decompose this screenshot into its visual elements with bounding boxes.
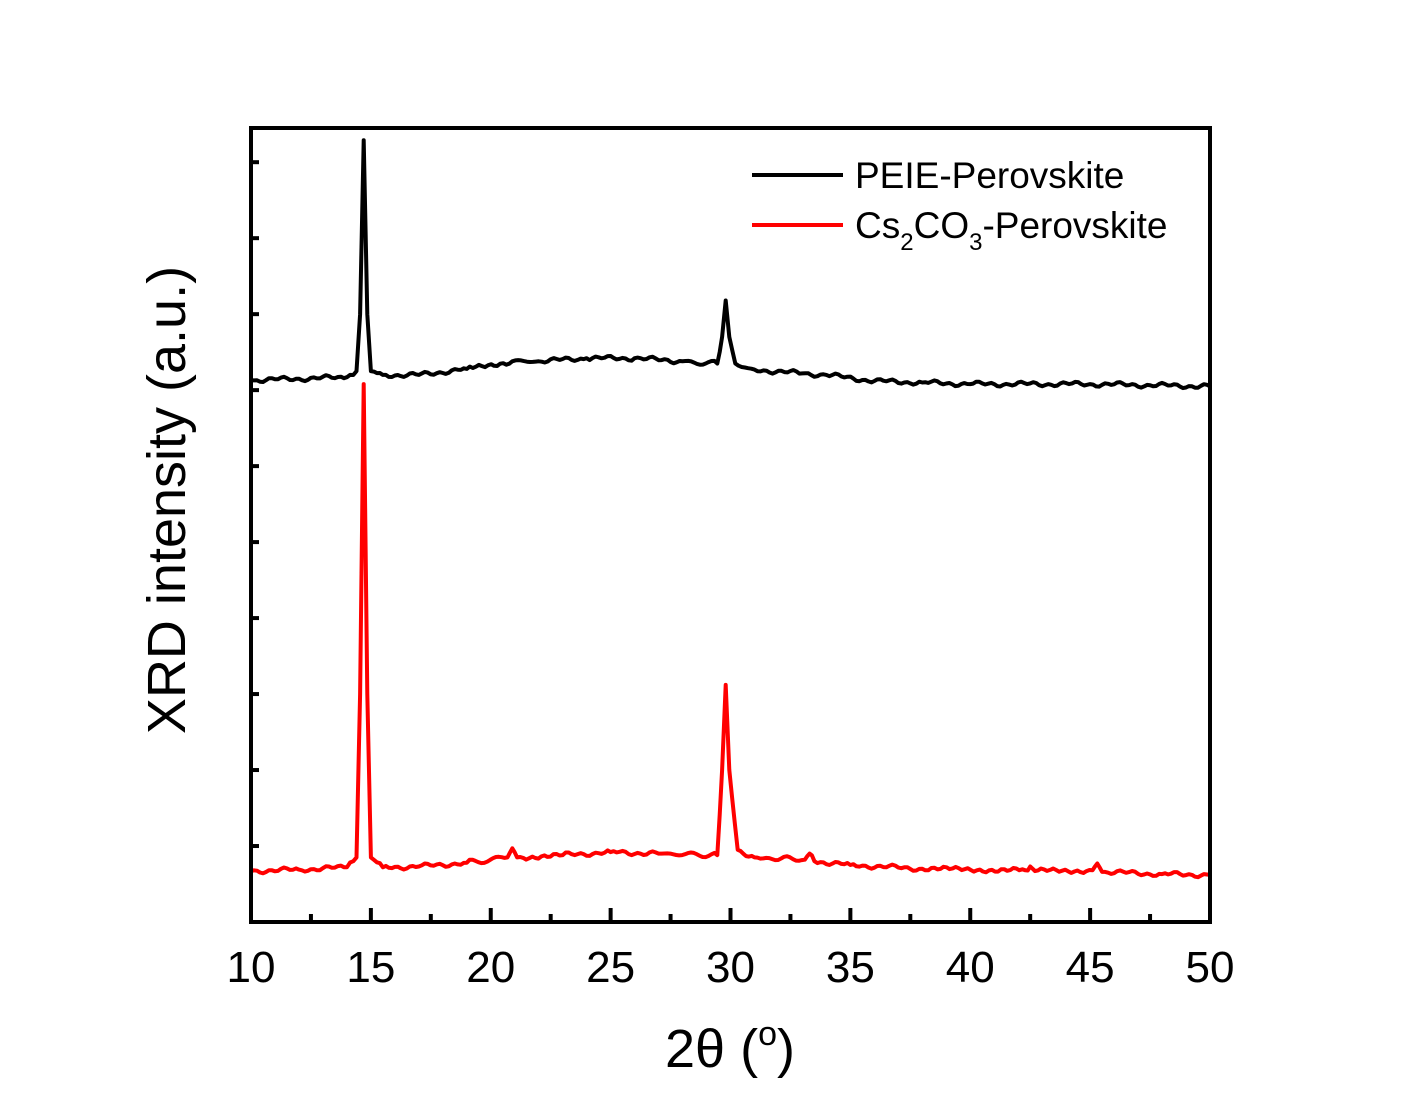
legend-label-peie: PEIE-Perovskite bbox=[855, 155, 1124, 196]
series-line-peie bbox=[250, 138, 1211, 391]
axis-ticks bbox=[249, 160, 1212, 922]
series-line-cs2co3 bbox=[250, 382, 1211, 880]
legend-label-cs2co3: Cs2CO3-Perovskite bbox=[855, 205, 1168, 256]
x-tick-label: 20 bbox=[466, 943, 515, 992]
x-tick-label: 50 bbox=[1186, 943, 1235, 992]
x-tick-label: 15 bbox=[346, 943, 395, 992]
x-tick-label: 30 bbox=[706, 943, 755, 992]
x-tick-label: 45 bbox=[1066, 943, 1115, 992]
x-tick-label: 40 bbox=[946, 943, 995, 992]
x-tick-label: 25 bbox=[586, 943, 635, 992]
legend: PEIE-Perovskite Cs2CO3-Perovskite bbox=[752, 155, 1168, 256]
x-tick-label: 35 bbox=[826, 943, 875, 992]
y-axis-label: XRD intensity (a.u.) bbox=[137, 266, 197, 734]
series-lines bbox=[250, 138, 1211, 880]
x-tick-label: 10 bbox=[227, 943, 276, 992]
plot-frame bbox=[249, 126, 1212, 924]
x-tick-labels: 10 15 20 25 30 35 40 45 50 bbox=[227, 943, 1235, 992]
x-axis-label: 2θ (o) bbox=[665, 1015, 795, 1079]
